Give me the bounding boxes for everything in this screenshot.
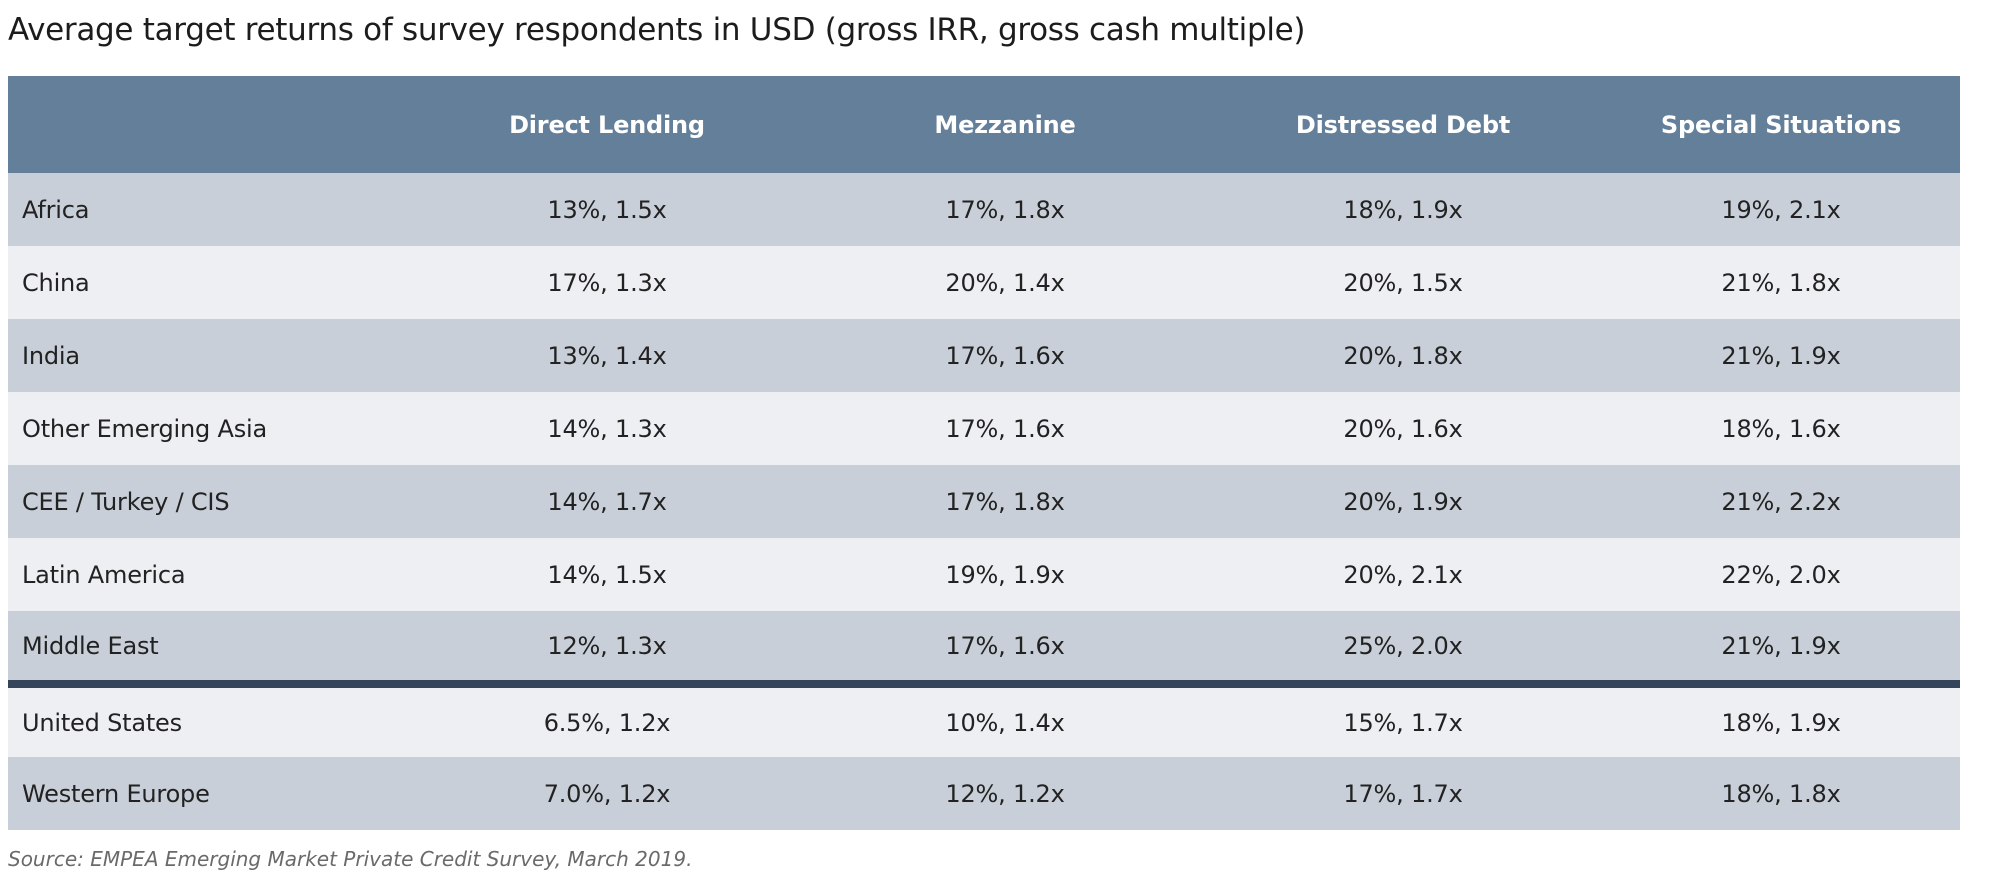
table-row: Other Emerging Asia 14%, 1.3x 17%, 1.6x … — [8, 392, 1960, 465]
header-special-situations: Special Situations — [1660, 110, 1902, 139]
region-cell: Western Europe — [22, 779, 210, 808]
table-header-row: Direct Lending Mezzanine Distressed Debt… — [8, 76, 1960, 173]
value-cell: 18%, 1.9x — [1343, 195, 1463, 224]
value-cell: 15%, 1.7x — [1204, 680, 1602, 757]
header-direct-lending: Direct Lending — [509, 110, 705, 139]
value-cell: 22%, 2.0x — [1721, 560, 1841, 589]
value-cell: 17%, 1.6x — [945, 341, 1065, 370]
region-cell: Other Emerging Asia — [22, 414, 268, 443]
value-cell: 17%, 1.3x — [547, 268, 667, 297]
value-cell: 12%, 1.2x — [945, 779, 1065, 808]
source-note: Source: EMPEA Emerging Market Private Cr… — [8, 847, 693, 871]
value-cell: 13%, 1.5x — [547, 195, 667, 224]
value-cell: 20%, 1.8x — [1343, 341, 1463, 370]
value-cell: 6.5%, 1.2x — [408, 680, 806, 757]
region-cell: India — [22, 341, 80, 370]
table-row: Latin America 14%, 1.5x 19%, 1.9x 20%, 2… — [8, 538, 1960, 611]
value-cell: 17%, 1.8x — [945, 487, 1065, 516]
value-cell: 14%, 1.5x — [547, 560, 667, 589]
table-row: China 17%, 1.3x 20%, 1.4x 20%, 1.5x 21%,… — [8, 246, 1960, 319]
value-cell: 7.0%, 1.2x — [543, 779, 671, 808]
value-cell: 20%, 1.9x — [1343, 487, 1463, 516]
value-cell: 13%, 1.4x — [547, 341, 667, 370]
region-cell: Middle East — [22, 631, 159, 660]
region-cell: Africa — [22, 195, 90, 224]
table-row: Africa 13%, 1.5x 17%, 1.8x 18%, 1.9x 19%… — [8, 173, 1960, 246]
value-cell: 18%, 1.6x — [1721, 414, 1841, 443]
header-distressed-debt: Distressed Debt — [1295, 110, 1511, 139]
value-cell: 21%, 1.9x — [1721, 341, 1841, 370]
value-cell: 20%, 1.4x — [945, 268, 1065, 297]
value-cell: 20%, 2.1x — [1343, 560, 1463, 589]
value-cell: 21%, 2.2x — [1721, 487, 1841, 516]
value-cell: 12%, 1.3x — [547, 631, 667, 660]
value-cell: 17%, 1.7x — [1343, 779, 1463, 808]
table-row: Western Europe 7.0%, 1.2x 12%, 1.2x 17%,… — [8, 757, 1960, 830]
table-row: United States 6.5%, 1.2x 10%, 1.4x 15%, … — [8, 680, 1960, 757]
value-cell: 19%, 1.9x — [945, 560, 1065, 589]
value-cell: 18%, 1.9x — [1602, 680, 1960, 757]
table-row: India 13%, 1.4x 17%, 1.6x 20%, 1.8x 21%,… — [8, 319, 1960, 392]
value-cell: 21%, 1.9x — [1721, 631, 1841, 660]
value-cell: 25%, 2.0x — [1343, 631, 1463, 660]
region-cell: Latin America — [22, 560, 186, 589]
value-cell: 18%, 1.8x — [1721, 779, 1841, 808]
value-cell: 10%, 1.4x — [806, 680, 1204, 757]
table-row: Middle East 12%, 1.3x 17%, 1.6x 25%, 2.0… — [8, 611, 1960, 684]
value-cell: 17%, 1.6x — [945, 631, 1065, 660]
value-cell: 14%, 1.7x — [547, 487, 667, 516]
table-row: CEE / Turkey / CIS 14%, 1.7x 17%, 1.8x 2… — [8, 465, 1960, 538]
region-cell: CEE / Turkey / CIS — [22, 487, 230, 516]
value-cell: 17%, 1.6x — [945, 414, 1065, 443]
table-title: Average target returns of survey respond… — [8, 12, 1306, 48]
value-cell: 20%, 1.5x — [1343, 268, 1463, 297]
value-cell: 20%, 1.6x — [1343, 414, 1463, 443]
value-cell: 19%, 2.1x — [1721, 195, 1841, 224]
header-region — [8, 76, 408, 173]
value-cell: 17%, 1.8x — [945, 195, 1065, 224]
region-cell: United States — [8, 680, 408, 757]
header-mezzanine: Mezzanine — [934, 110, 1076, 139]
returns-table: Direct Lending Mezzanine Distressed Debt… — [8, 76, 1960, 830]
value-cell: 21%, 1.8x — [1721, 268, 1841, 297]
value-cell: 14%, 1.3x — [547, 414, 667, 443]
region-cell: China — [22, 268, 90, 297]
